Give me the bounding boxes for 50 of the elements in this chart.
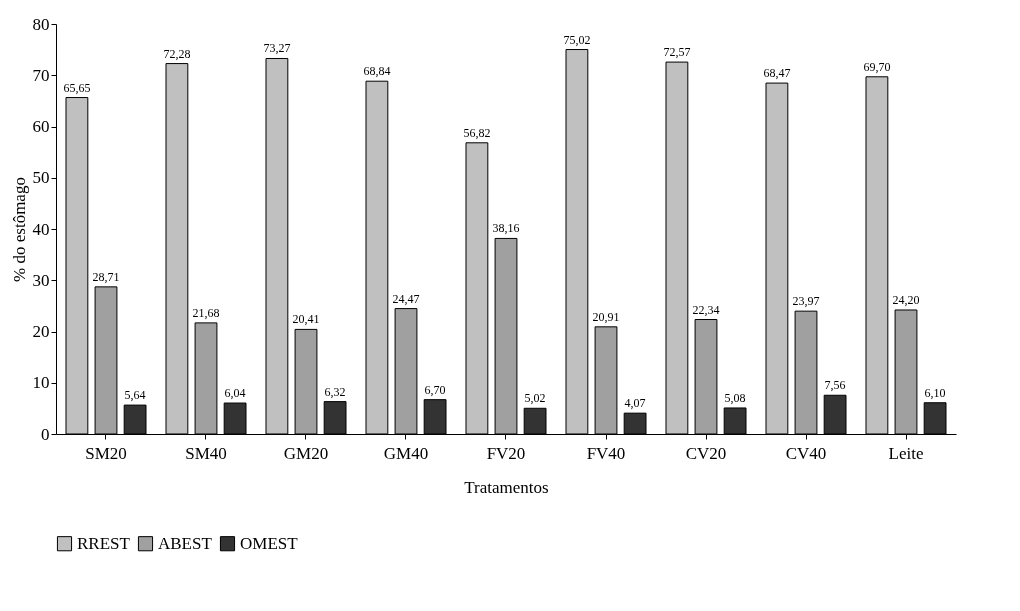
data-label: 72,57 [663, 45, 691, 60]
x-tick-label: GM40 [383, 443, 429, 463]
data-label: 65,65 [63, 80, 91, 95]
data-label: 6,70 [424, 382, 446, 397]
data-label: 6,32 [324, 384, 346, 399]
y-tick-label: 70 [32, 65, 50, 85]
data-label: 5,02 [524, 391, 546, 406]
data-label: 21,68 [192, 305, 220, 320]
y-tick-label: 60 [32, 117, 50, 136]
data-label: 7,56 [824, 378, 846, 393]
x-axis-title: Tratamentos [464, 477, 549, 497]
data-label: 24,20 [892, 292, 920, 307]
legend-label: ABEST [158, 533, 213, 553]
y-axis-title: % do estômago [9, 177, 29, 282]
data-label: 68,47 [763, 66, 791, 81]
data-label: 6,10 [924, 385, 946, 400]
legend-label: RREST [77, 533, 131, 553]
x-tick-label: CV20 [685, 443, 727, 463]
data-label: 5,08 [724, 390, 746, 405]
data-label: 22,34 [692, 302, 720, 317]
data-label: 4,07 [624, 396, 646, 411]
data-label: 69,70 [863, 59, 891, 74]
y-tick-label: 40 [32, 219, 50, 239]
data-label: 73,27 [263, 41, 291, 56]
data-label: 23,97 [792, 294, 820, 309]
data-label: 75,02 [563, 32, 591, 47]
x-tick-label: SM40 [185, 443, 227, 463]
data-label: 72,28 [163, 46, 191, 61]
y-tick-label: 20 [32, 322, 50, 341]
data-label: 68,84 [363, 64, 391, 79]
legend-label: OMEST [240, 533, 299, 553]
data-label: 38,16 [492, 221, 520, 236]
x-tick-label: FV40 [586, 443, 626, 463]
data-label: 24,47 [392, 291, 420, 306]
data-label: 20,91 [592, 309, 620, 324]
y-tick-label: 0 [41, 424, 50, 444]
data-label: 5,64 [124, 388, 146, 403]
x-tick-label: CV40 [785, 443, 827, 463]
y-tick-label: 30 [32, 270, 50, 290]
x-tick-label: GM20 [283, 443, 329, 463]
x-tick-label: FV20 [486, 443, 526, 463]
y-tick-label: 80 [32, 14, 50, 34]
data-label: 20,41 [292, 312, 320, 327]
x-tick-label: SM20 [85, 443, 127, 463]
data-label: 6,04 [224, 386, 246, 401]
y-tick-label: 10 [32, 373, 50, 393]
y-tick-label: 50 [32, 168, 50, 188]
data-label: 28,71 [92, 269, 120, 284]
x-tick-label: Leite [888, 443, 924, 463]
data-label: 56,82 [463, 125, 491, 140]
